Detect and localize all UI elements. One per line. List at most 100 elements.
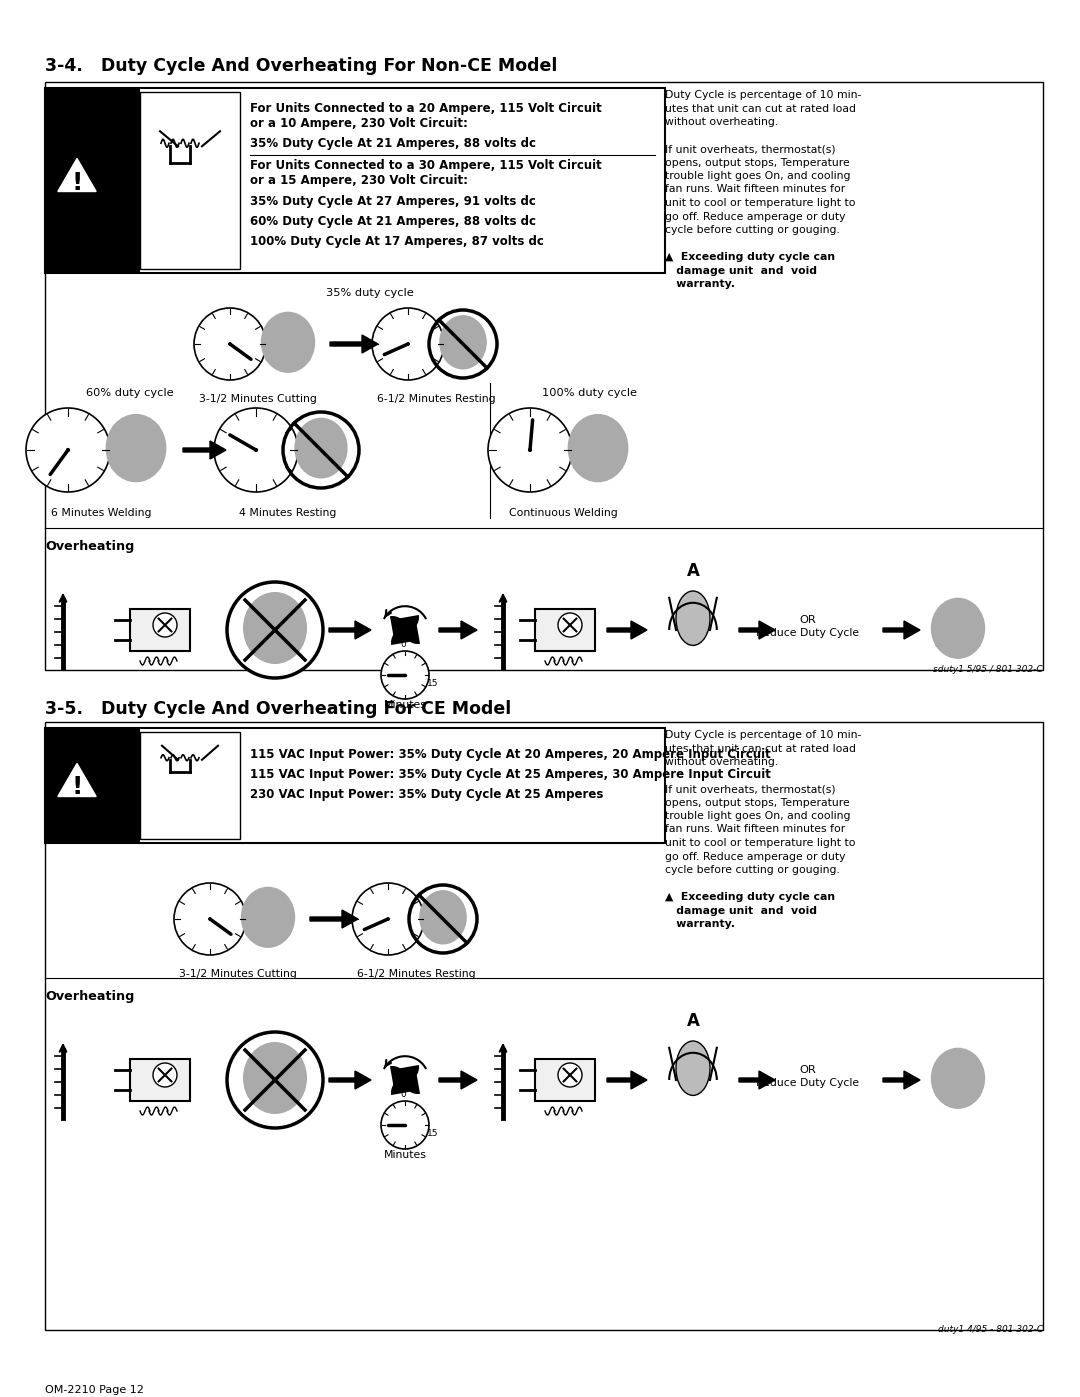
Text: trouble light goes On, and cooling: trouble light goes On, and cooling <box>665 812 851 821</box>
Bar <box>45 728 665 842</box>
Circle shape <box>174 883 246 956</box>
Text: utes that unit can cut at rated load: utes that unit can cut at rated load <box>665 103 856 113</box>
Circle shape <box>558 1063 582 1087</box>
Text: ▲  Exceeding duty cycle can: ▲ Exceeding duty cycle can <box>665 893 835 902</box>
Text: 230 VAC Input Power: 35% Duty Cycle At 25 Amperes: 230 VAC Input Power: 35% Duty Cycle At 2… <box>249 788 604 800</box>
Text: For Units Connected to a 20 Ampere, 115 Volt Circuit: For Units Connected to a 20 Ampere, 115 … <box>249 102 602 115</box>
FancyArrow shape <box>739 1071 775 1090</box>
Text: 60% duty cycle: 60% duty cycle <box>86 388 174 398</box>
Bar <box>45 728 140 842</box>
Wedge shape <box>390 616 406 644</box>
Circle shape <box>66 448 70 453</box>
Text: or a 10 Ampere, 230 Volt Circuit:: or a 10 Ampere, 230 Volt Circuit: <box>249 117 468 130</box>
Text: utes that unit can cut at rated load: utes that unit can cut at rated load <box>665 743 856 753</box>
Circle shape <box>352 883 424 956</box>
Circle shape <box>227 1032 323 1127</box>
FancyBboxPatch shape <box>130 1059 190 1101</box>
Text: A: A <box>687 562 700 580</box>
Text: Duty Cycle is percentage of 10 min-: Duty Cycle is percentage of 10 min- <box>665 731 862 740</box>
FancyArrow shape <box>883 1071 920 1090</box>
Text: Continuous Welding: Continuous Welding <box>509 509 618 518</box>
Text: 35% Duty Cycle At 21 Amperes, 88 volts dc: 35% Duty Cycle At 21 Amperes, 88 volts d… <box>249 137 536 149</box>
Text: 0: 0 <box>400 640 406 650</box>
Circle shape <box>381 1101 429 1148</box>
Text: !: ! <box>71 775 83 799</box>
Text: 15: 15 <box>427 1129 438 1137</box>
Text: 6-1/2 Minutes Resting: 6-1/2 Minutes Resting <box>377 394 496 404</box>
Text: 6-1/2 Minutes Resting: 6-1/2 Minutes Resting <box>356 970 475 979</box>
Text: Reduce Duty Cycle: Reduce Duty Cycle <box>756 1078 860 1088</box>
FancyArrow shape <box>607 1071 647 1090</box>
FancyArrow shape <box>330 335 378 353</box>
Text: Duty Cycle is percentage of 10 min-: Duty Cycle is percentage of 10 min- <box>665 89 862 101</box>
FancyArrow shape <box>310 909 357 928</box>
Ellipse shape <box>676 591 710 645</box>
Ellipse shape <box>243 1042 307 1113</box>
FancyArrow shape <box>329 622 372 638</box>
Text: 3-5.   Duty Cycle And Overheating For CE Model: 3-5. Duty Cycle And Overheating For CE M… <box>45 700 511 718</box>
Ellipse shape <box>241 887 295 949</box>
Bar <box>45 722 1043 1330</box>
Text: fan runs. Wait fifteen minutes for: fan runs. Wait fifteen minutes for <box>665 824 846 834</box>
Ellipse shape <box>440 316 487 369</box>
Text: Minutes: Minutes <box>383 700 427 710</box>
FancyArrow shape <box>438 622 477 638</box>
Text: OR: OR <box>799 1065 816 1076</box>
FancyBboxPatch shape <box>535 1059 595 1101</box>
Ellipse shape <box>419 890 467 944</box>
FancyBboxPatch shape <box>130 609 190 651</box>
Circle shape <box>208 918 212 921</box>
Bar <box>45 82 1043 671</box>
Ellipse shape <box>676 1041 710 1095</box>
Text: Reduce Duty Cycle: Reduce Duty Cycle <box>756 629 860 638</box>
Polygon shape <box>58 764 96 796</box>
Text: trouble light goes On, and cooling: trouble light goes On, and cooling <box>665 170 851 182</box>
Circle shape <box>404 673 406 676</box>
Circle shape <box>227 583 323 678</box>
Text: sduty1 5/95 / 801 302-C: sduty1 5/95 / 801 302-C <box>933 665 1043 673</box>
Text: 3-4.   Duty Cycle And Overheating For Non-CE Model: 3-4. Duty Cycle And Overheating For Non-… <box>45 57 557 75</box>
Circle shape <box>528 448 532 453</box>
Polygon shape <box>58 158 96 191</box>
Text: 115 VAC Input Power: 35% Duty Cycle At 25 Amperes, 30 Ampere Input Circuit: 115 VAC Input Power: 35% Duty Cycle At 2… <box>249 768 771 781</box>
Text: warranty.: warranty. <box>665 919 735 929</box>
Text: OR: OR <box>799 615 816 624</box>
Ellipse shape <box>568 414 629 482</box>
Circle shape <box>372 307 444 380</box>
Text: Overheating: Overheating <box>45 541 134 553</box>
Circle shape <box>153 613 177 637</box>
Text: or a 15 Ampere, 230 Volt Circuit:: or a 15 Ampere, 230 Volt Circuit: <box>249 175 468 187</box>
Circle shape <box>153 1063 177 1087</box>
Ellipse shape <box>243 592 307 664</box>
Circle shape <box>404 1123 406 1126</box>
Circle shape <box>402 627 408 633</box>
Circle shape <box>214 408 298 492</box>
Text: 4 Minutes Resting: 4 Minutes Resting <box>240 509 337 518</box>
Text: 100% duty cycle: 100% duty cycle <box>542 388 637 398</box>
Bar <box>140 732 240 840</box>
Text: unit to cool or temperature light to: unit to cool or temperature light to <box>665 198 855 208</box>
Wedge shape <box>230 312 264 363</box>
Text: without overheating.: without overheating. <box>665 117 779 127</box>
FancyBboxPatch shape <box>535 609 595 651</box>
FancyArrow shape <box>607 622 647 638</box>
Text: go off. Reduce amperage or duty: go off. Reduce amperage or duty <box>665 211 846 222</box>
Text: cycle before cutting or gouging.: cycle before cutting or gouging. <box>665 865 840 875</box>
Wedge shape <box>391 615 419 631</box>
Circle shape <box>26 408 110 492</box>
Text: Minutes: Minutes <box>383 1150 427 1160</box>
Circle shape <box>381 651 429 698</box>
Text: 15: 15 <box>427 679 438 687</box>
Text: without overheating.: without overheating. <box>665 757 779 767</box>
Text: OM-2210 Page 12: OM-2210 Page 12 <box>45 1384 144 1396</box>
Wedge shape <box>210 886 243 939</box>
Text: damage unit  and  void: damage unit and void <box>665 265 816 275</box>
Ellipse shape <box>260 312 315 373</box>
Text: warranty.: warranty. <box>665 279 735 289</box>
Wedge shape <box>391 1078 419 1095</box>
Text: duty1 4/95 - 801 302-C: duty1 4/95 - 801 302-C <box>937 1324 1043 1334</box>
Bar <box>140 92 240 270</box>
Text: 0: 0 <box>400 1090 406 1099</box>
Text: For Units Connected to a 30 Ampere, 115 Volt Circuit: For Units Connected to a 30 Ampere, 115 … <box>249 158 602 172</box>
Bar <box>45 88 140 272</box>
